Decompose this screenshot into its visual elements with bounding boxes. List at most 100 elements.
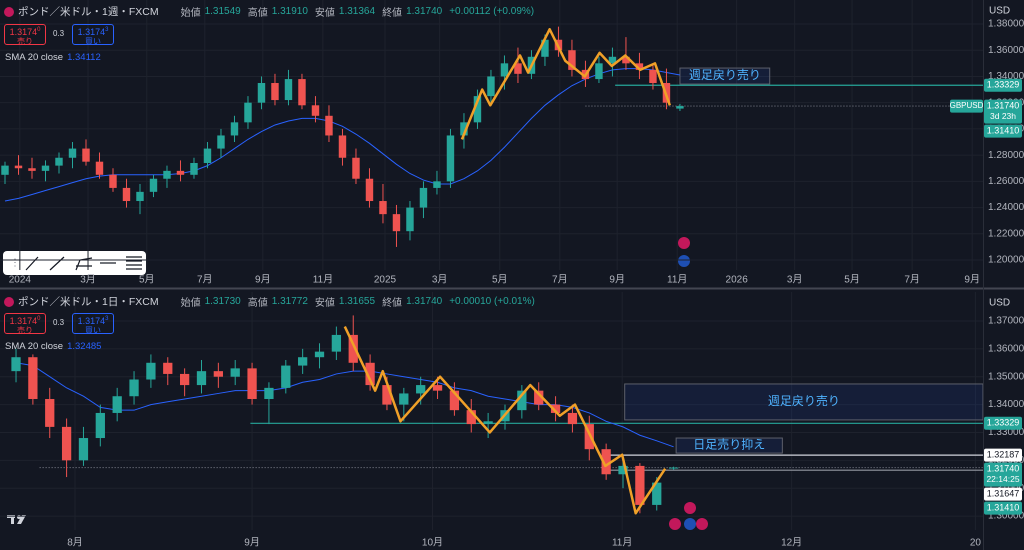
chart-header: ポンド／米ドル・1週・FXCM 始値 1.31549 高値 1.31910 安値 1.313… bbox=[4, 4, 537, 19]
change: +0.00010 (+0.01%) bbox=[449, 296, 535, 307]
trade-price-sup: 3 bbox=[105, 27, 109, 33]
candle-body bbox=[348, 334, 358, 363]
candle-body bbox=[257, 83, 266, 103]
y-tick-label: 1.24000 bbox=[988, 202, 1024, 213]
candle-body bbox=[28, 168, 36, 171]
x-tick-label: 11月 bbox=[313, 274, 333, 286]
ohlc-value: 1.31772 bbox=[271, 296, 308, 307]
price-tag-label: 1.33329 bbox=[987, 418, 1020, 428]
y-tick-label: 1.28000 bbox=[988, 150, 1024, 161]
price-tag-label: 1.32187 bbox=[987, 449, 1020, 459]
ohlc-key: 高値 bbox=[247, 298, 268, 309]
trade-price-main: 1.3174 bbox=[77, 316, 106, 326]
candle-body bbox=[325, 115, 333, 136]
candle-body bbox=[365, 362, 375, 386]
candle-body bbox=[298, 79, 306, 106]
candle-body bbox=[567, 412, 578, 425]
candle-body bbox=[95, 161, 104, 175]
candle-body bbox=[271, 83, 279, 101]
price-tag bbox=[984, 462, 1022, 487]
price-tag bbox=[984, 78, 1022, 92]
candle-body bbox=[217, 135, 225, 149]
price-tag-sub: 3d 23h bbox=[990, 111, 1016, 121]
drawing-toolbar[interactable]: ⋮ bbox=[3, 251, 146, 275]
price-tag-label: 1.33329 bbox=[987, 80, 1020, 90]
candle-body bbox=[196, 371, 207, 386]
candle-body bbox=[244, 102, 252, 123]
candle-body bbox=[230, 122, 239, 136]
candle-body bbox=[382, 385, 392, 405]
candle-body bbox=[676, 106, 684, 109]
candle-body bbox=[534, 390, 544, 405]
candle-body bbox=[82, 148, 90, 162]
ohlc-key: 始値 bbox=[180, 8, 201, 19]
ohlc-key: 終値 bbox=[382, 8, 403, 19]
candle-body bbox=[129, 379, 139, 397]
candle-body bbox=[190, 162, 198, 175]
price-tag bbox=[984, 416, 1022, 430]
annotation-box bbox=[679, 67, 771, 85]
price-tag-sub: 22:14:25 bbox=[986, 474, 1019, 484]
symbol-icon bbox=[4, 296, 14, 307]
candle-body bbox=[392, 214, 401, 232]
trade-price: 1.31740 bbox=[5, 315, 45, 326]
candle-body bbox=[514, 63, 522, 74]
y-tick-label: 1.22000 bbox=[988, 228, 1024, 239]
candle-body bbox=[550, 404, 561, 413]
x-tick-label: 7月 bbox=[904, 274, 920, 286]
price-tag bbox=[984, 448, 1022, 462]
price-tag-label: 1.31410 bbox=[987, 502, 1020, 512]
candle-body bbox=[281, 365, 291, 388]
indicator-name: SMA 20 close bbox=[5, 341, 64, 352]
candle-body bbox=[78, 438, 89, 461]
candle-body bbox=[45, 399, 55, 427]
candle-body bbox=[379, 201, 387, 215]
x-tick-label: 5月 bbox=[844, 274, 860, 286]
symbol-tag bbox=[950, 99, 983, 113]
indicator-legend: SMA 20 close 1.32485 bbox=[5, 341, 101, 352]
candle-body bbox=[432, 385, 443, 391]
candle-body bbox=[473, 96, 482, 123]
x-tick-label: 9月 bbox=[255, 274, 271, 286]
candle-body bbox=[568, 50, 576, 70]
indicator-name: SMA 20 close bbox=[5, 52, 64, 63]
currency-label: USD bbox=[989, 298, 1010, 309]
y-tick-label: 1.30000 bbox=[988, 511, 1024, 522]
y-tick-label: 1.37000 bbox=[988, 316, 1024, 327]
x-tick-label: 3月 bbox=[432, 274, 448, 286]
sma-line bbox=[4, 68, 681, 202]
candle-body bbox=[652, 482, 662, 505]
x-tick-label: 10月 bbox=[422, 537, 443, 549]
price-tag-label: 1.31740 bbox=[987, 100, 1020, 110]
y-tick-label: 1.35000 bbox=[988, 371, 1024, 382]
trade-price: 1.31740 bbox=[5, 26, 45, 37]
x-tick-label: 7月 bbox=[552, 274, 568, 286]
x-tick-label: 9月 bbox=[964, 274, 980, 286]
y-tick-label: 1.36000 bbox=[988, 45, 1024, 56]
y-tick-label: 1.36000 bbox=[988, 343, 1024, 354]
candle-body bbox=[311, 105, 320, 116]
candle-body bbox=[584, 424, 594, 450]
sell-button[interactable]: 1.31740 売り bbox=[4, 24, 46, 46]
x-tick-label: 12月 bbox=[781, 537, 802, 549]
candle-body bbox=[264, 387, 274, 400]
candle-body bbox=[109, 174, 117, 188]
candle-body bbox=[668, 467, 679, 469]
buy-button[interactable]: 1.31743 買い bbox=[72, 313, 114, 335]
candle-body bbox=[460, 122, 468, 136]
ohlc-value: 1.31740 bbox=[406, 296, 443, 307]
chart-header: ポンド／米ドル・1日・FXCM 始値 1.31730 高値 1.31772 安値 1.316… bbox=[4, 294, 538, 309]
candle-body bbox=[433, 181, 441, 188]
candle-body bbox=[203, 148, 212, 163]
candle-body bbox=[541, 39, 549, 57]
ohlc-key: 安値 bbox=[314, 298, 335, 309]
buy-button[interactable]: 1.31743 買い bbox=[72, 24, 114, 46]
sell-button[interactable]: 1.31740 売り bbox=[4, 313, 46, 335]
candle-body bbox=[68, 148, 77, 158]
candle-body bbox=[416, 385, 426, 394]
spread: 0.3 bbox=[53, 29, 65, 38]
candle-body bbox=[136, 191, 144, 202]
candle-body bbox=[146, 362, 156, 380]
